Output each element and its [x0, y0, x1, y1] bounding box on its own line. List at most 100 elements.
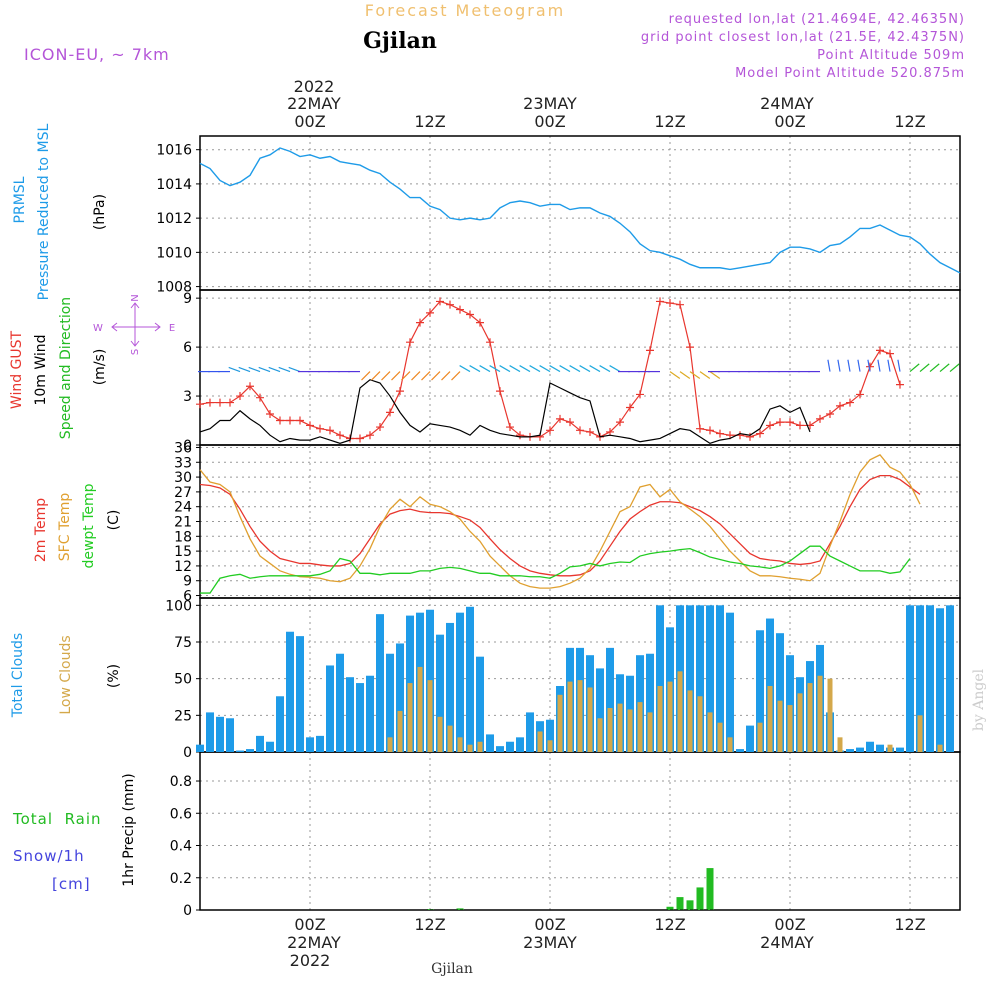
total-cloud-bar	[476, 656, 484, 752]
y-tick-label: 50	[174, 672, 192, 688]
low-cloud-bar	[667, 681, 673, 752]
gust-point	[246, 382, 254, 391]
total-cloud-bar	[356, 683, 364, 752]
low-cloud-bar	[917, 715, 923, 752]
y-tick-label: 15	[174, 544, 192, 560]
total-cloud-bar	[236, 750, 244, 752]
gust-point	[336, 431, 344, 440]
low-cloud-bar	[477, 741, 483, 752]
footer-location: Gjilan	[431, 961, 473, 977]
total-cloud-bar	[376, 614, 384, 752]
rain-bar	[706, 868, 714, 910]
total-cloud-bar	[656, 605, 664, 752]
low-clouds-label: Low Clouds	[58, 635, 74, 714]
direction-arrow	[549, 365, 561, 373]
direction-arrow	[361, 371, 371, 381]
total-cloud-bar	[206, 712, 214, 752]
direction-arrow	[569, 365, 581, 373]
total-cloud-bar	[276, 696, 284, 752]
low-cloud-bar	[387, 737, 393, 752]
y-tick-label: 0	[183, 745, 192, 761]
low-cloud-bar	[787, 705, 793, 752]
y-tick-label: 100	[165, 598, 192, 614]
direction-arrow	[268, 366, 281, 373]
direction-arrow	[451, 371, 461, 381]
total-cloud-bar	[216, 716, 224, 752]
bottom-time-axis: 00Z 12Z 00Z 12Z 00Z 12Z 22MAY 23MAY 24MAY 202…	[287, 915, 926, 970]
panel-pressure: 1016 1014 1012 1010 1008	[156, 135, 961, 296]
total-cloud-bar	[746, 725, 754, 752]
total-cloud-bar	[516, 737, 524, 752]
gust-point	[616, 418, 624, 427]
top-time-tick: 00Z	[294, 112, 325, 131]
gust-point	[226, 398, 234, 407]
precip-unit: 1hr Precip (mm)	[121, 773, 137, 886]
gust-point	[426, 308, 434, 317]
total-cloud-bar	[846, 749, 854, 752]
gust-point	[466, 310, 474, 319]
gust-point	[786, 418, 794, 427]
y-tick-label: 1010	[156, 245, 192, 261]
direction-arrow	[288, 366, 301, 373]
gust-point	[836, 401, 844, 410]
total-cloud-bar	[286, 631, 294, 752]
direction-arrow	[421, 371, 431, 381]
low-cloud-bar	[767, 686, 773, 752]
direction-arrow	[669, 371, 681, 379]
rain-label: Total Rain	[12, 810, 102, 828]
y-tick-label: 18	[174, 529, 192, 545]
total-cloud-bar	[856, 747, 864, 752]
total-cloud-bar	[456, 612, 464, 752]
y-tick-label: 0.2	[170, 871, 192, 887]
y-tick-label: 1014	[156, 177, 192, 193]
gust-point	[846, 398, 854, 407]
direction-arrow	[589, 365, 601, 373]
total-cloud-bar	[396, 643, 404, 752]
gust-point	[696, 424, 704, 433]
gust-point	[416, 318, 424, 327]
gust-point	[576, 426, 584, 435]
y-tick-label: 30	[174, 470, 192, 486]
direction-arrow	[539, 365, 551, 373]
gust-point	[206, 398, 214, 407]
direction-arrow	[857, 359, 861, 372]
y-tick-label: 0.4	[170, 839, 192, 855]
gust-point	[796, 421, 804, 430]
snow-unit: [cm]	[52, 875, 91, 893]
bottom-time-tick: 12Z	[894, 915, 925, 934]
gust-point	[586, 427, 594, 436]
low-cloud-bar	[637, 702, 643, 752]
top-time-tick: 12Z	[654, 112, 685, 131]
gust-point	[406, 338, 414, 347]
total-cloud-bar	[646, 653, 654, 752]
total-cloud-bar	[226, 718, 234, 752]
low-cloud-bar	[577, 680, 583, 752]
tsfc-line	[199, 454, 921, 589]
total-cloud-bar	[866, 741, 874, 752]
direction-arrow	[529, 365, 541, 373]
direction-arrow	[489, 365, 501, 373]
gust-point	[296, 416, 304, 425]
temperature-labels: 2m Temp SFC Temp dewpt Temp (C)	[33, 483, 122, 568]
location-title: Gjilan	[363, 28, 437, 54]
cloud-bars	[196, 605, 954, 752]
gust-point	[686, 343, 694, 352]
panel-frame	[199, 289, 961, 446]
low-cloud-bar	[937, 744, 943, 752]
compass-e: E	[169, 323, 175, 334]
gust-point	[716, 429, 724, 438]
low-cloud-bar	[427, 680, 433, 752]
low-cloud-bar	[457, 737, 463, 752]
low-cloud-bar	[777, 700, 783, 752]
direction-arrow	[248, 366, 261, 373]
gust-point	[386, 408, 394, 417]
panel-frame	[199, 135, 961, 291]
compass-s: S	[130, 349, 141, 355]
point-altitude: Point Altitude 509m	[817, 48, 965, 63]
gust-point	[216, 398, 224, 407]
total-cloud-bar	[296, 636, 304, 752]
y-tick-label: 36	[174, 440, 192, 456]
rain-bar	[456, 908, 464, 910]
total-cloud-bar	[466, 606, 474, 752]
